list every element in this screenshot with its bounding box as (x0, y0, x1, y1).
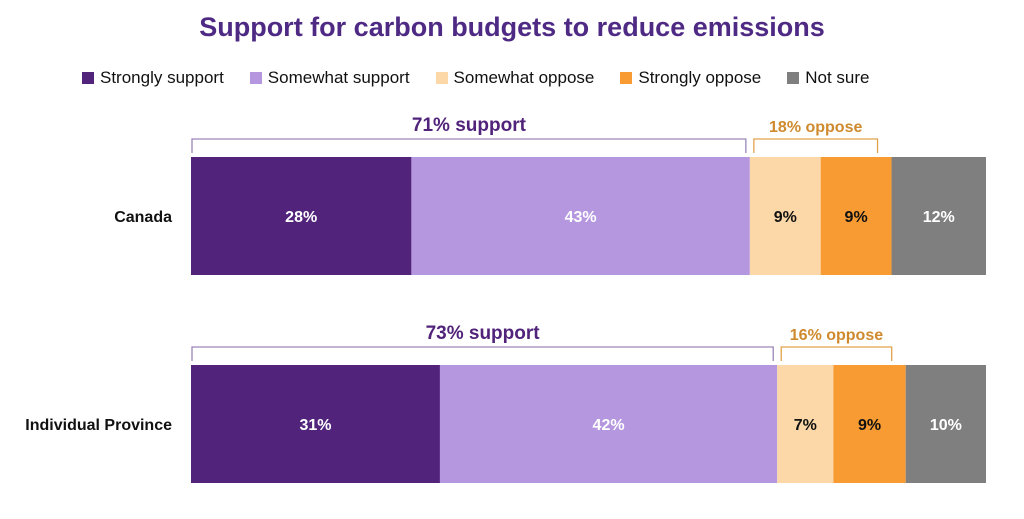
legend-label: Not sure (805, 68, 870, 87)
legend-label: Strongly oppose (638, 68, 762, 87)
legend-item: Strongly oppose (620, 68, 761, 88)
support-total-label: 73% support (426, 323, 541, 344)
chart-title: Support for carbon budgets to reduce emi… (199, 12, 825, 42)
bar-value-label: 43% (565, 209, 597, 226)
category-label: Canada (114, 209, 172, 226)
oppose-total-label: 18% oppose (769, 119, 862, 136)
bar-value-label: 9% (845, 209, 868, 226)
legend-label: Somewhat support (267, 68, 410, 87)
support-total-label: 71% support (412, 115, 527, 136)
oppose-bracket (780, 346, 893, 361)
bar-value-label: 9% (858, 417, 881, 434)
legend-item: Somewhat support (249, 68, 410, 88)
bar-value-label: 42% (593, 417, 625, 434)
bar-segment (777, 365, 834, 483)
legend-label: Somewhat oppose (453, 68, 595, 87)
category-label: Individual Province (25, 417, 172, 434)
legend-swatch (787, 72, 800, 84)
bar-segment (833, 365, 906, 483)
legend-item: Not sure (787, 68, 870, 88)
oppose-bracket (753, 138, 879, 153)
legend-swatch (620, 72, 633, 84)
legend-label: Strongly support (100, 68, 224, 87)
legend-item: Somewhat oppose (435, 68, 595, 88)
bar-segment (191, 365, 440, 483)
legend-swatch (249, 72, 262, 84)
bar-segment (820, 157, 892, 275)
bar-segment (891, 157, 986, 275)
legend: Strongly support Somewhat support Somewhat… (82, 66, 896, 90)
support-bracket (191, 346, 774, 361)
bar-value-label: 7% (794, 417, 817, 434)
bar-value-label: 12% (923, 209, 955, 226)
bar-value-label: 10% (930, 417, 962, 434)
bar-segment (191, 157, 412, 275)
legend-swatch (435, 72, 448, 84)
bar-value-label: 9% (774, 209, 797, 226)
bar-segment (411, 157, 750, 275)
bar-segment (749, 157, 821, 275)
legend-swatch (82, 72, 94, 84)
support-bracket (191, 138, 747, 153)
bar-value-label: 28% (285, 209, 317, 226)
oppose-total-label: 16% oppose (790, 327, 883, 344)
bar-value-label: 31% (299, 417, 331, 434)
legend-item: Strongly support (82, 68, 224, 88)
bar-segment (905, 365, 986, 483)
bar-segment (439, 365, 778, 483)
